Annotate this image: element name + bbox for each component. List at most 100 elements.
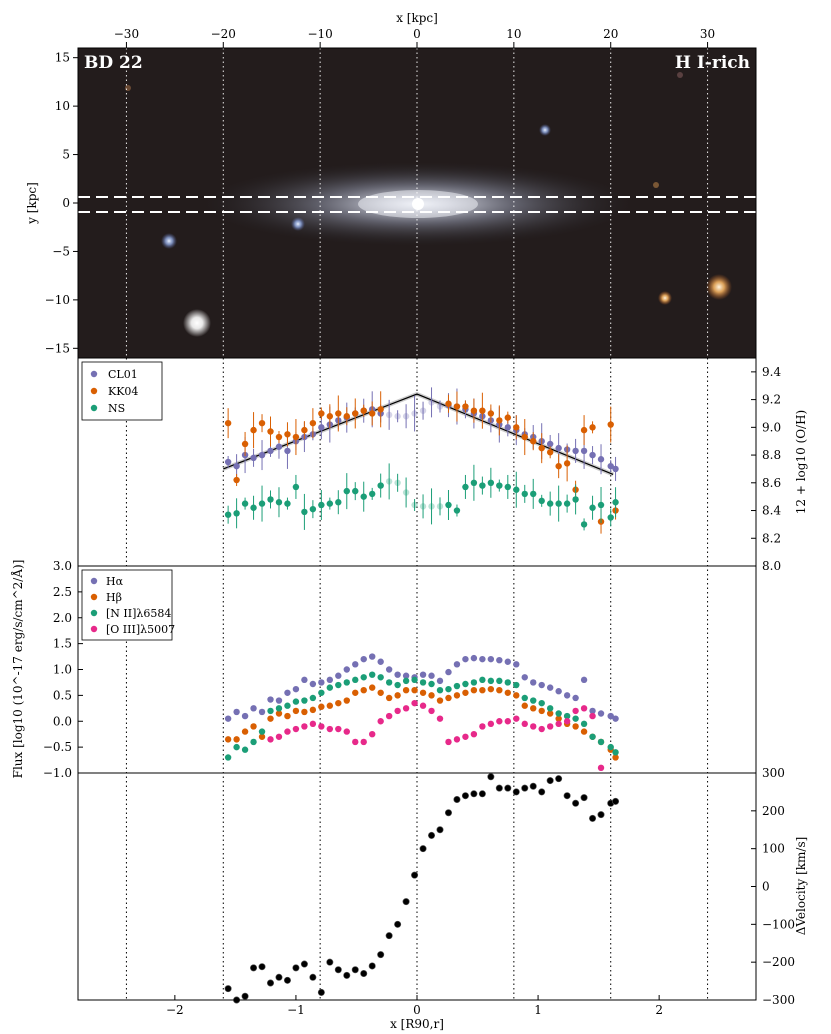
x-tick-label: 1 [534,1003,542,1017]
data-point [504,424,512,431]
data-point [612,499,619,506]
faint-source [677,72,683,78]
metallicity-panel: 8.0 8.2 8.4 8.6 8.8 9.0 9.2 9.4 [222,365,781,573]
image-y-axis-label: y [kpc] [25,182,39,225]
data-point [461,792,469,800]
data-point [530,705,537,712]
data-point [369,490,376,498]
data-point [309,680,317,688]
data-point [343,728,350,735]
data-point [597,710,605,717]
data-point [428,692,435,699]
data-point [301,697,308,704]
data-point [352,661,359,668]
legend-marker-hbeta [90,593,98,601]
data-point [385,694,393,702]
data-point [334,966,342,974]
data-point [301,426,308,434]
data-point [444,809,452,817]
data-point [555,688,562,695]
data-point [521,784,529,792]
legend-label-halpha: Hα [106,575,124,588]
data-point [530,723,537,730]
data-point [538,707,545,715]
data-point [343,487,350,495]
data-point [470,654,478,662]
data-point [445,668,452,676]
data-point [301,676,308,684]
data-point [284,728,291,735]
data-point [402,898,410,906]
data-point [597,811,605,819]
data-point [369,653,376,660]
data-point [580,794,588,802]
y-tick-label: 8.4 [762,504,781,518]
data-point [504,784,512,792]
data-point [267,447,274,455]
data-point [530,438,537,445]
data-point [343,697,350,704]
y-tick-label: −100 [762,917,795,931]
data-point [572,715,579,722]
data-point [258,419,266,427]
data-point [352,676,359,684]
top-kpc-axis: −30 −20 −10 0 10 20 30 [114,27,715,48]
data-point [369,671,376,678]
data-point [360,407,367,414]
data-point [470,730,478,738]
data-point [478,790,486,798]
flux-y-axis-label: Flux [log10 (10^-17 erg/s/cm^2/Å)] [10,560,25,779]
data-point [258,708,266,716]
data-point [428,503,435,510]
data-point [436,826,444,834]
data-point [275,499,283,506]
star-blue [161,233,177,249]
data-point [402,677,410,685]
data-point [224,985,232,993]
data-point [241,440,249,448]
data-point [462,655,469,663]
data-point [504,718,512,725]
data-point [462,680,469,688]
data-point [555,444,562,452]
y-tick-label: −1.0 [43,766,72,780]
data-point [589,504,596,511]
data-point [224,754,232,761]
data-point [360,687,367,694]
data-point [428,680,435,688]
image-y-tick-label: 15 [55,51,70,65]
data-point [597,501,605,509]
data-point [335,725,342,733]
data-point [402,687,410,694]
data-point [411,871,419,879]
legend-label-oiii: [O III]λ5007 [106,623,175,636]
y-tick-label: 0 [762,880,770,894]
data-point [326,500,334,507]
data-point [284,702,291,709]
y-tick-label: 2.0 [53,611,72,625]
data-point [368,962,376,970]
data-point [487,655,495,663]
data-point [445,400,452,407]
y-tick-label: 100 [762,842,785,856]
data-point [538,788,546,796]
data-point [538,725,545,733]
data-point [479,655,486,663]
data-point [275,433,283,441]
data-point [360,655,367,663]
data-point [496,718,503,725]
data-point [275,973,283,981]
data-point [292,964,300,972]
data-point [267,979,275,987]
data-point [318,410,325,417]
data-point [411,699,418,707]
data-point [597,456,605,463]
data-point [538,497,545,505]
data-point [275,697,283,704]
data-point [521,702,528,709]
image-y-tick-label: 0 [62,196,70,210]
data-point [360,674,367,681]
data-point [521,490,528,498]
data-point [309,706,317,714]
data-point [402,705,410,712]
